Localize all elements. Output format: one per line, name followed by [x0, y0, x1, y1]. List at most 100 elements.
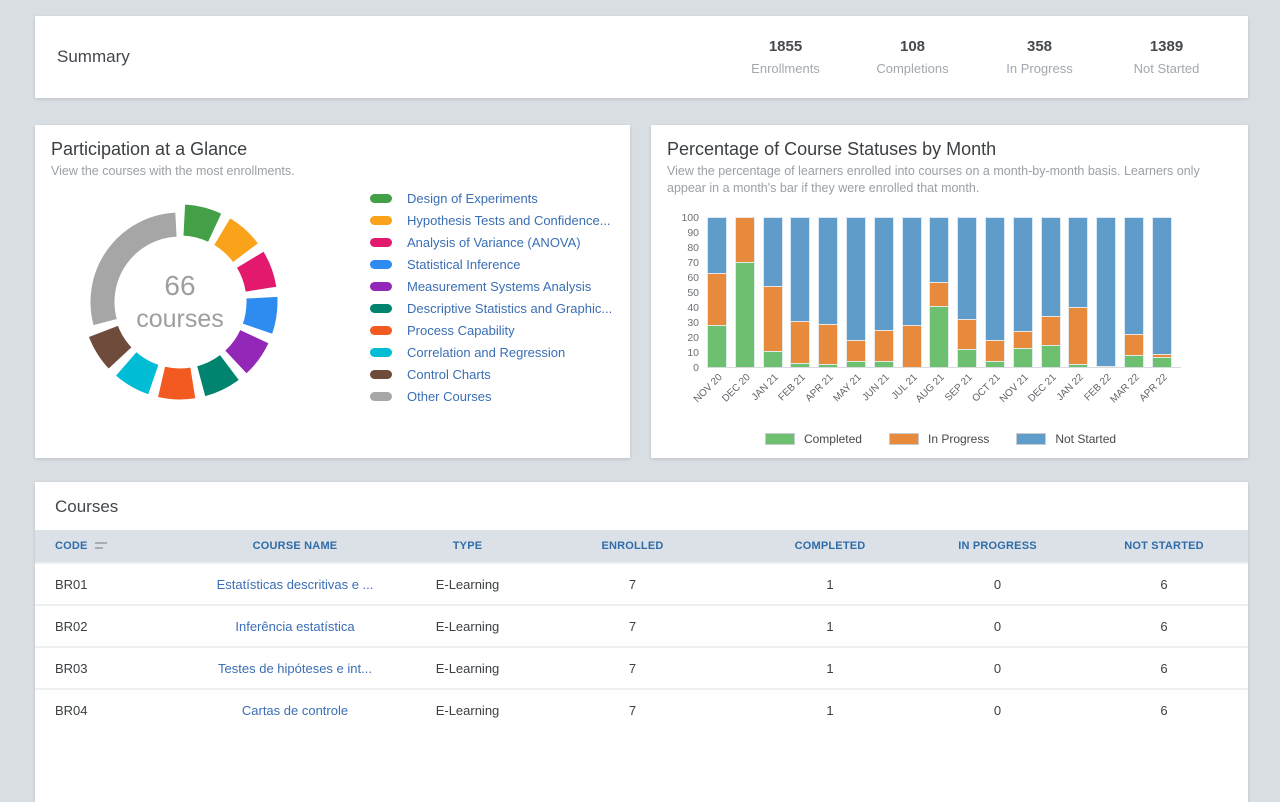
donut-legend-item[interactable]: Process Capability: [370, 323, 612, 338]
bar-segment-in-progress[interactable]: [1068, 307, 1089, 364]
stacked-bar-aug-21[interactable]: [929, 217, 950, 367]
legend-swatch-icon: [370, 392, 392, 401]
donut-legend-item[interactable]: Correlation and Regression: [370, 345, 612, 360]
donut-segment-4[interactable]: [242, 296, 278, 334]
column-header-completed[interactable]: COMPLETED: [745, 530, 915, 563]
stacked-bar-feb-22[interactable]: [1096, 217, 1117, 367]
bar-segment-completed[interactable]: [985, 361, 1005, 367]
bar-segment-not-started[interactable]: [1012, 217, 1033, 331]
donut-legend-item[interactable]: Measurement Systems Analysis: [370, 279, 612, 294]
bar-segment-completed[interactable]: [873, 361, 894, 367]
bar-segment-in-progress[interactable]: [762, 286, 783, 351]
bar-segment-not-started[interactable]: [957, 217, 978, 319]
column-header-course-name[interactable]: COURSE NAME: [175, 530, 415, 563]
bar-segment-in-progress[interactable]: [846, 340, 866, 361]
bar-segment-in-progress[interactable]: [734, 217, 755, 262]
bar-segment-not-started[interactable]: [1068, 217, 1089, 307]
stacked-bar-dec-20[interactable]: [734, 217, 755, 367]
course-name-link[interactable]: Inferência estatística: [175, 604, 415, 647]
bar-segment-in-progress[interactable]: [1096, 365, 1117, 367]
bar-segment-not-started[interactable]: [818, 217, 839, 324]
bar-segment-not-started[interactable]: [901, 217, 922, 325]
bar-segment-not-started[interactable]: [707, 217, 727, 273]
stacked-bar-jan-21[interactable]: [762, 217, 783, 367]
bar-segment-in-progress[interactable]: [1012, 331, 1033, 348]
stacked-bar-nov-21[interactable]: [1012, 217, 1033, 367]
donut-legend-item[interactable]: Control Charts: [370, 367, 612, 382]
donut-legend-item[interactable]: Statistical Inference: [370, 257, 612, 272]
bar-segment-completed[interactable]: [1068, 364, 1089, 367]
bar-segment-in-progress[interactable]: [873, 329, 894, 361]
bar-segment-not-started[interactable]: [762, 217, 783, 286]
donut-legend-item[interactable]: Design of Experiments: [370, 191, 612, 206]
stacked-bar-mar-22[interactable]: [1124, 217, 1144, 367]
bar-segment-not-started[interactable]: [929, 217, 950, 282]
bar-segment-completed[interactable]: [1124, 355, 1144, 367]
stacked-bar-feb-21[interactable]: [790, 217, 811, 367]
donut-segment-7[interactable]: [158, 366, 196, 400]
donut-segment-10[interactable]: [90, 212, 178, 326]
bar-segment-completed[interactable]: [846, 361, 866, 367]
summary-stats: 1855 Enrollments 108 Completions 358 In …: [722, 38, 1248, 76]
donut-legend-item[interactable]: Analysis of Variance (ANOVA): [370, 235, 612, 250]
bar-segment-not-started[interactable]: [1096, 217, 1117, 366]
bar-segment-completed[interactable]: [707, 325, 727, 367]
stacked-bar-oct-21[interactable]: [985, 217, 1005, 367]
bar-segment-not-started[interactable]: [1124, 217, 1144, 334]
donut-legend-item[interactable]: Descriptive Statistics and Graphic...: [370, 301, 612, 316]
bar-segment-in-progress[interactable]: [929, 281, 950, 306]
column-header-type[interactable]: TYPE: [415, 530, 520, 563]
bar-segment-completed[interactable]: [957, 349, 978, 367]
stacked-bar-nov-20[interactable]: [707, 217, 727, 367]
stacked-bar-jan-22[interactable]: [1068, 217, 1089, 367]
stacked-bar-jun-21[interactable]: [873, 217, 894, 367]
bar-segment-in-progress[interactable]: [1124, 334, 1144, 355]
sort-icon[interactable]: [94, 540, 109, 550]
bar-segment-completed[interactable]: [1040, 344, 1061, 367]
donut-segment-6[interactable]: [196, 354, 239, 397]
donut-segment-2[interactable]: [213, 218, 258, 263]
bar-segment-in-progress[interactable]: [985, 340, 1005, 361]
donut-segment-1[interactable]: [182, 204, 222, 242]
column-header-enrolled[interactable]: ENROLLED: [520, 530, 745, 563]
course-name-link[interactable]: Estatísticas descritivas e ...: [175, 562, 415, 605]
bar-segment-not-started[interactable]: [985, 217, 1005, 340]
bar-segment-completed[interactable]: [790, 362, 811, 367]
bar-segment-in-progress[interactable]: [790, 320, 811, 363]
bar-segment-not-started[interactable]: [1040, 217, 1061, 316]
course-name-link[interactable]: Testes de hipóteses e int...: [175, 646, 415, 689]
stacked-bar-dec-21[interactable]: [1040, 217, 1061, 367]
column-header-code[interactable]: CODE: [35, 530, 175, 563]
donut-chart[interactable]: 66 courses: [55, 177, 305, 427]
bar-segment-not-started[interactable]: [1151, 217, 1172, 354]
course-name-link[interactable]: Cartas de controle: [175, 688, 415, 731]
stacked-bar-apr-22[interactable]: [1151, 217, 1172, 367]
donut-segment-9[interactable]: [88, 325, 132, 369]
bar-segment-completed[interactable]: [1012, 347, 1033, 367]
bar-segment-not-started[interactable]: [846, 217, 866, 340]
bar-segment-in-progress[interactable]: [707, 272, 727, 325]
stacked-bar-may-21[interactable]: [846, 217, 866, 367]
stacked-bar-sep-21[interactable]: [957, 217, 978, 367]
donut-segment-8[interactable]: [116, 351, 159, 395]
column-header-not-started[interactable]: NOT STARTED: [1080, 530, 1248, 563]
donut-legend-item[interactable]: Other Courses: [370, 389, 612, 404]
stacked-bar-apr-21[interactable]: [818, 217, 839, 367]
donut-legend-item[interactable]: Hypothesis Tests and Confidence...: [370, 213, 612, 228]
bar-segment-in-progress[interactable]: [957, 319, 978, 349]
bar-segment-in-progress[interactable]: [1040, 316, 1061, 345]
bar-segment-completed[interactable]: [734, 262, 755, 367]
donut-segment-5[interactable]: [224, 329, 269, 374]
bar-segment-completed[interactable]: [1151, 356, 1172, 367]
bar-segment-in-progress[interactable]: [901, 325, 922, 367]
bar-segment-in-progress[interactable]: [818, 323, 839, 364]
bar-segment-completed[interactable]: [929, 305, 950, 367]
stacked-bar-jul-21[interactable]: [901, 217, 922, 367]
donut-segment-3[interactable]: [236, 251, 277, 293]
bar-segment-completed[interactable]: [762, 350, 783, 367]
bar-segment-in-progress[interactable]: [1151, 353, 1172, 357]
column-header-in-progress[interactable]: IN PROGRESS: [915, 530, 1080, 563]
bar-segment-not-started[interactable]: [790, 217, 811, 321]
bar-segment-completed[interactable]: [818, 364, 839, 367]
bar-segment-not-started[interactable]: [873, 217, 894, 330]
